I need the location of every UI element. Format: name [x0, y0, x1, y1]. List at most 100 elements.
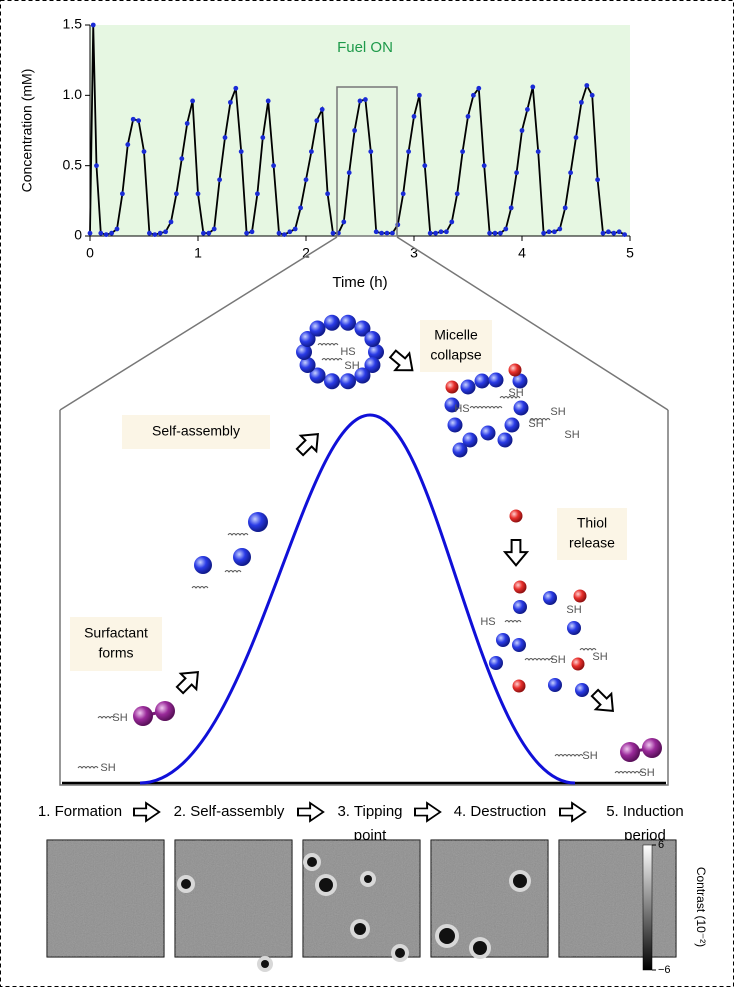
molecule-bead [462, 432, 478, 448]
data-point [433, 230, 438, 236]
box-label: forms [99, 645, 134, 661]
colorbar-tick-label: 6 [658, 839, 664, 851]
data-point [141, 149, 147, 155]
chem-label: SH [566, 604, 581, 616]
molecule-bead [447, 417, 463, 433]
data-point [109, 230, 114, 236]
data-point [481, 163, 487, 169]
data-point [206, 230, 212, 236]
data-point [465, 114, 471, 119]
data-point [287, 229, 293, 235]
data-point [579, 99, 584, 105]
molecule-bead [509, 509, 523, 523]
data-point [303, 177, 309, 183]
particle [319, 878, 333, 892]
molecule-bead [368, 344, 384, 360]
stage-label: 2. Self-assembly [174, 803, 285, 820]
micrograph-noise [303, 840, 420, 957]
molecule-bead [513, 600, 527, 614]
data-point [562, 205, 568, 211]
data-point [87, 230, 93, 236]
molecule-bead [488, 372, 504, 388]
molecule-bead [309, 320, 326, 337]
particle [181, 879, 191, 889]
molecule-bead [460, 379, 476, 395]
chem-label: HS [340, 346, 355, 358]
x-tick-label: 2 [302, 245, 310, 261]
data-point [114, 226, 120, 232]
data-point [94, 163, 99, 169]
data-point [265, 98, 271, 104]
particle [439, 928, 455, 944]
data-point [152, 232, 158, 237]
data-point [190, 98, 196, 104]
chem-label: SH [508, 387, 523, 399]
molecule-bead [567, 621, 581, 635]
chem-label: SH [582, 750, 597, 762]
data-point [330, 230, 336, 236]
stage-arrow [133, 802, 161, 822]
data-point [589, 92, 595, 98]
data-point [395, 222, 401, 228]
plot-background [90, 25, 630, 236]
chem-label: SH [528, 418, 543, 430]
particle [473, 941, 487, 955]
data-point [471, 92, 476, 98]
data-point [341, 219, 347, 225]
data-point [125, 142, 131, 147]
chem-label: SH [550, 654, 565, 666]
molecule-bead [309, 367, 326, 384]
molecule-bead [575, 683, 589, 697]
particle [307, 857, 317, 867]
process-arrow [384, 344, 421, 380]
data-point [103, 232, 109, 237]
data-point [606, 229, 611, 235]
data-point [406, 149, 411, 155]
zoom-frame [59, 236, 669, 786]
data-point [249, 229, 255, 235]
process-arrow [586, 684, 622, 720]
chem-label: SH [344, 360, 359, 372]
data-point [195, 191, 201, 197]
box-label: Thiol [577, 515, 607, 531]
molecule-bead [573, 589, 587, 603]
data-point [454, 191, 460, 197]
label-box [70, 617, 162, 671]
data-point [174, 191, 179, 197]
data-point [535, 149, 541, 155]
alkyl-chain [524, 658, 554, 661]
data-point [568, 170, 573, 176]
data-point [400, 191, 406, 197]
data-point [325, 191, 330, 197]
zoom-box [336, 86, 398, 237]
alkyl-chain [529, 418, 551, 421]
alkyl-chain [504, 620, 522, 623]
data-point [157, 230, 163, 236]
data-point [238, 149, 244, 155]
x-tick-label: 1 [194, 245, 202, 261]
micrograph-noise [559, 840, 676, 957]
data-point [282, 232, 287, 237]
alkyl-chain [499, 396, 521, 399]
data-point [120, 191, 125, 197]
data-point [546, 229, 552, 235]
data-point [595, 177, 600, 183]
alkyl-chain [614, 771, 644, 774]
molecule-bead [323, 314, 340, 331]
x-tick-label: 4 [518, 245, 526, 261]
stage-row: 1. Formation 2. Self-assembly 3. Tippingpo… [38, 802, 684, 844]
colorbar-label: Contrast (10⁻²) [694, 867, 708, 947]
chem-label: SH [112, 712, 127, 724]
chem-label: SH [100, 762, 115, 774]
molecule-bead [548, 678, 562, 692]
alkyl-chain [191, 586, 209, 589]
process-arrow [504, 539, 528, 567]
molecule-bead [642, 738, 662, 758]
data-point [147, 230, 152, 236]
data-point [449, 219, 455, 225]
data-point [168, 219, 174, 225]
molecule-bead [296, 344, 312, 360]
y-axis-label: Concentration (mM) [19, 69, 35, 193]
y-tick-label: 0 [74, 227, 82, 243]
